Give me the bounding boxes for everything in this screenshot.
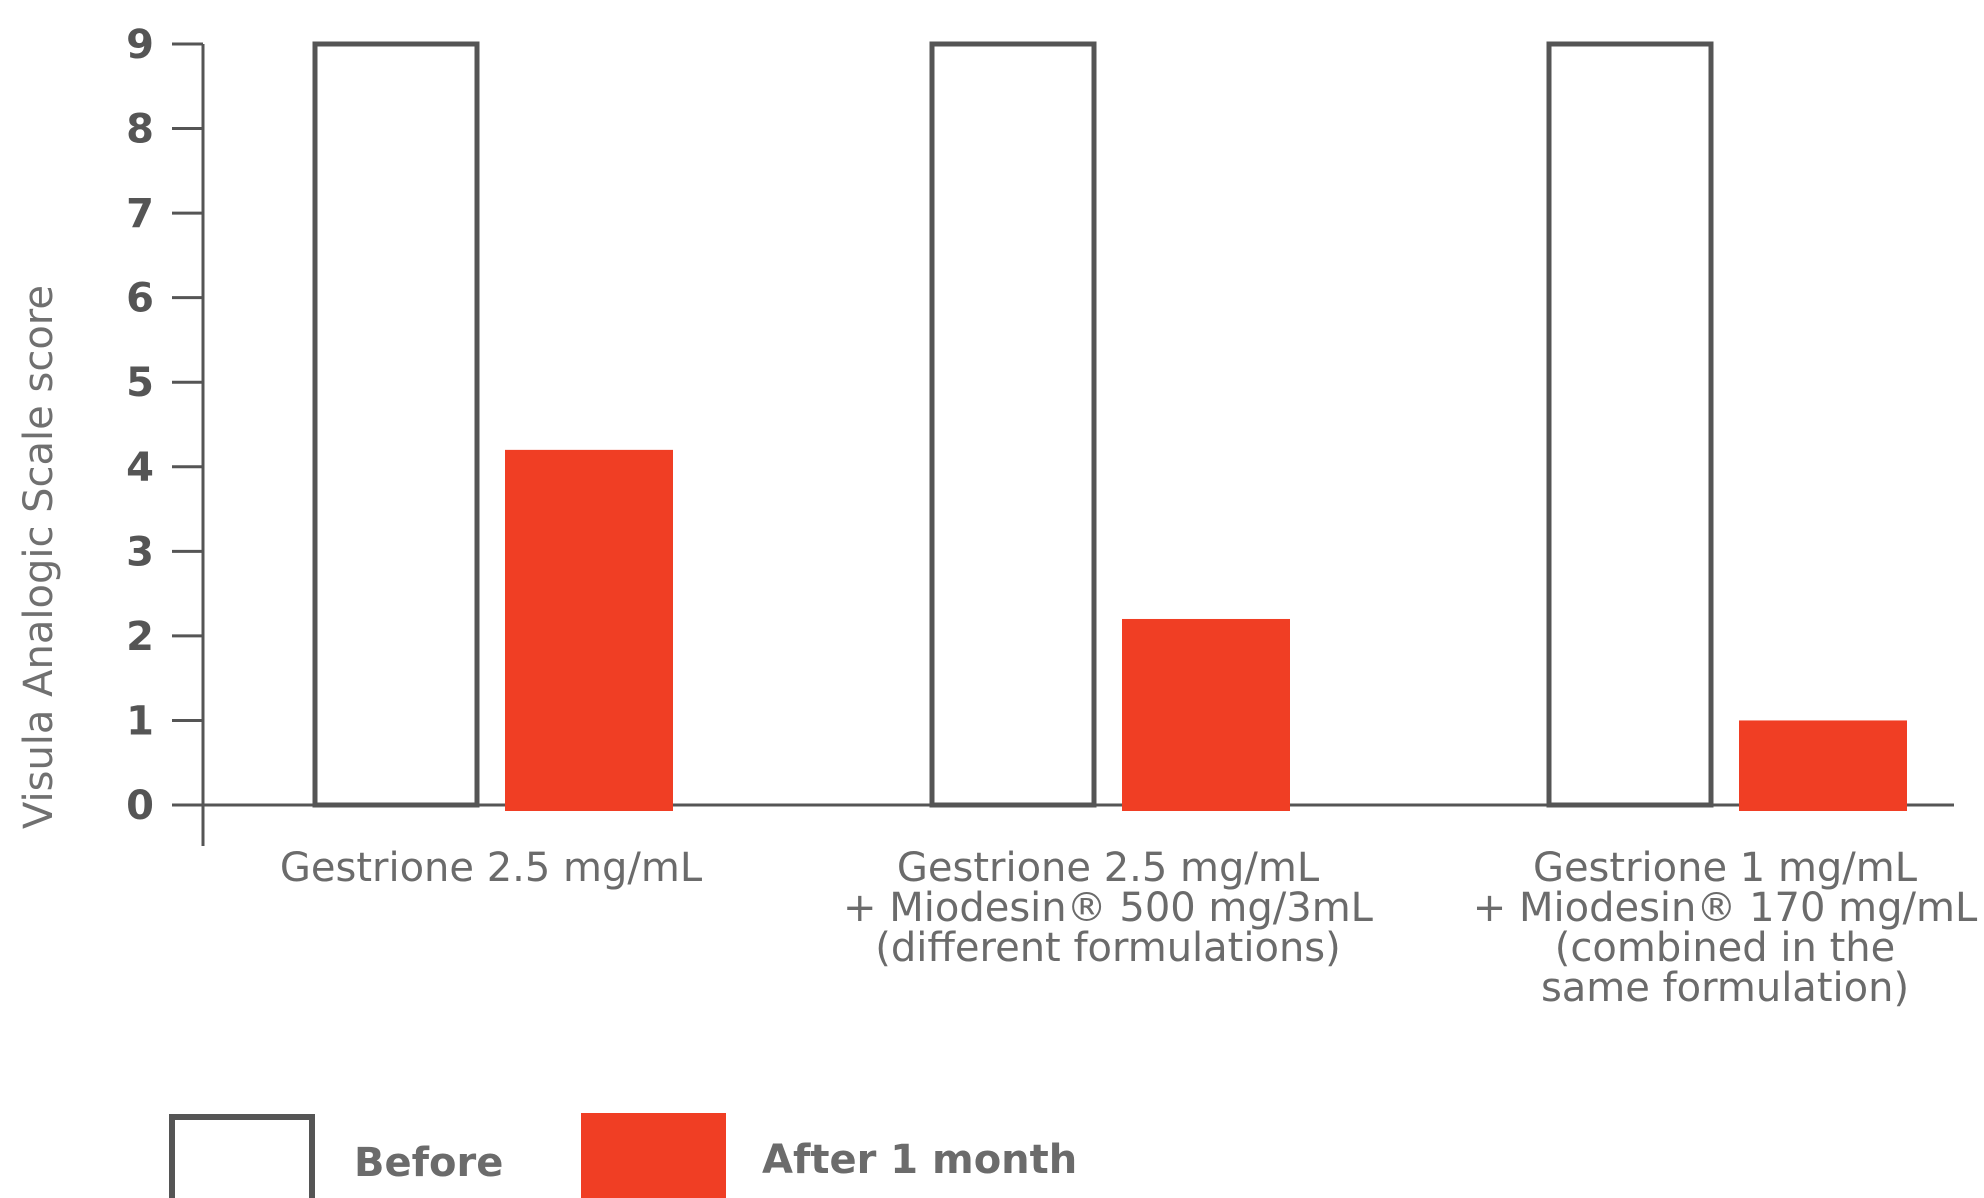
legend: Before After 1 month [169,1113,1077,1198]
bar-after-1-month [1122,618,1290,811]
category-label: Gestrione 2.5 mg/mL [280,845,703,891]
y-tick-label: 8 [126,107,154,153]
category-label: Gestrione 2.5 mg/mL + Miodesin® 500 mg/3m… [843,845,1374,971]
category-labels: Gestrione 2.5 mg/mL Gestrione 2.5 mg/mL + … [280,845,1978,1011]
y-tick-label: 6 [126,276,154,322]
y-tick-label: 9 [126,22,154,68]
bar-before [312,41,480,808]
bar-before [929,41,1097,808]
legend-swatch-before [169,1114,315,1198]
y-tick-label: 2 [126,614,154,660]
legend-label-before: Before [354,1140,503,1186]
bar-after-1-month [505,449,673,811]
y-tick-label: 4 [126,445,154,491]
bar-after-1-month [1739,720,1907,811]
y-tick-label: 1 [126,698,154,744]
bar-before [1546,41,1714,808]
y-tick-label: 0 [126,783,154,829]
bars [312,41,1907,811]
legend-swatch-after-1-month [581,1113,726,1198]
y-ticks: 0 1 2 3 4 5 6 7 8 9 [126,22,203,829]
y-tick-label: 7 [126,191,154,237]
category-label: Gestrione 1 mg/mL + Miodesin® 170 mg/mL (c… [1473,845,1978,1011]
y-axis-title: Visula Analogic Scale score [16,285,62,829]
legend-label-after-1-month: After 1 month [762,1137,1077,1183]
y-tick-label: 5 [126,360,154,406]
y-tick-label: 3 [126,529,154,575]
